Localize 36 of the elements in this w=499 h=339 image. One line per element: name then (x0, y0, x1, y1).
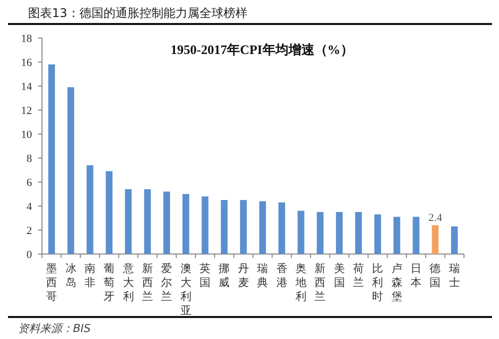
x-tick-label: 澳大利亚 (180, 262, 192, 317)
y-tick-label: 12 (21, 105, 32, 117)
x-tick-label: 德国 (430, 262, 441, 289)
y-tick-label: 2 (26, 225, 32, 237)
x-tick-label: 新西兰 (142, 262, 153, 303)
y-tick-label: 16 (21, 57, 32, 69)
x-tick-label: 丹麦 (238, 262, 249, 289)
y-tick-label: 6 (26, 177, 32, 189)
x-tick-label: 奥地利 (294, 262, 306, 303)
y-tick-label: 18 (21, 33, 32, 45)
x-tick-label: 冰岛 (65, 262, 76, 289)
x-tick-label: 爱尔兰 (161, 262, 172, 303)
x-tick-label: 意大利 (122, 262, 134, 303)
x-tick-label: 南非 (84, 262, 96, 289)
y-tick-label: 8 (26, 153, 32, 165)
chart-title: 图表13：德国的通胀控制能力属全球榜样 (28, 6, 248, 20)
text: 资料来源：BIS (18, 322, 91, 335)
chart-subtitle: 1950-2017年CPI年均增速（%） (170, 42, 354, 57)
x-tick-label: 瑞士 (448, 262, 460, 289)
y-tick-label: 0 (26, 249, 32, 261)
x-tick-label: 挪威 (218, 262, 230, 289)
x-tick-label: 香港 (276, 262, 288, 289)
x-tick-label: 瑞典 (257, 262, 268, 289)
y-tick-label: 4 (26, 201, 32, 213)
y-tick-label: 10 (21, 129, 32, 141)
x-tick-label: 葡萄牙 (104, 262, 115, 303)
data-label: 2.4 (428, 212, 443, 224)
x-tick-label: 美国 (334, 262, 345, 289)
x-tick-label: 日本 (410, 262, 422, 289)
x-tick-label: 比利时 (372, 262, 384, 303)
x-tick-label: 卢森堡 (391, 262, 402, 303)
x-tick-label: 英国 (200, 262, 211, 289)
y-tick-label: 14 (21, 81, 32, 93)
x-tick-label: 荷兰 (353, 262, 364, 289)
x-tick-label: 新西兰 (314, 262, 326, 303)
x-tick-label: 墨西哥 (46, 262, 58, 303)
